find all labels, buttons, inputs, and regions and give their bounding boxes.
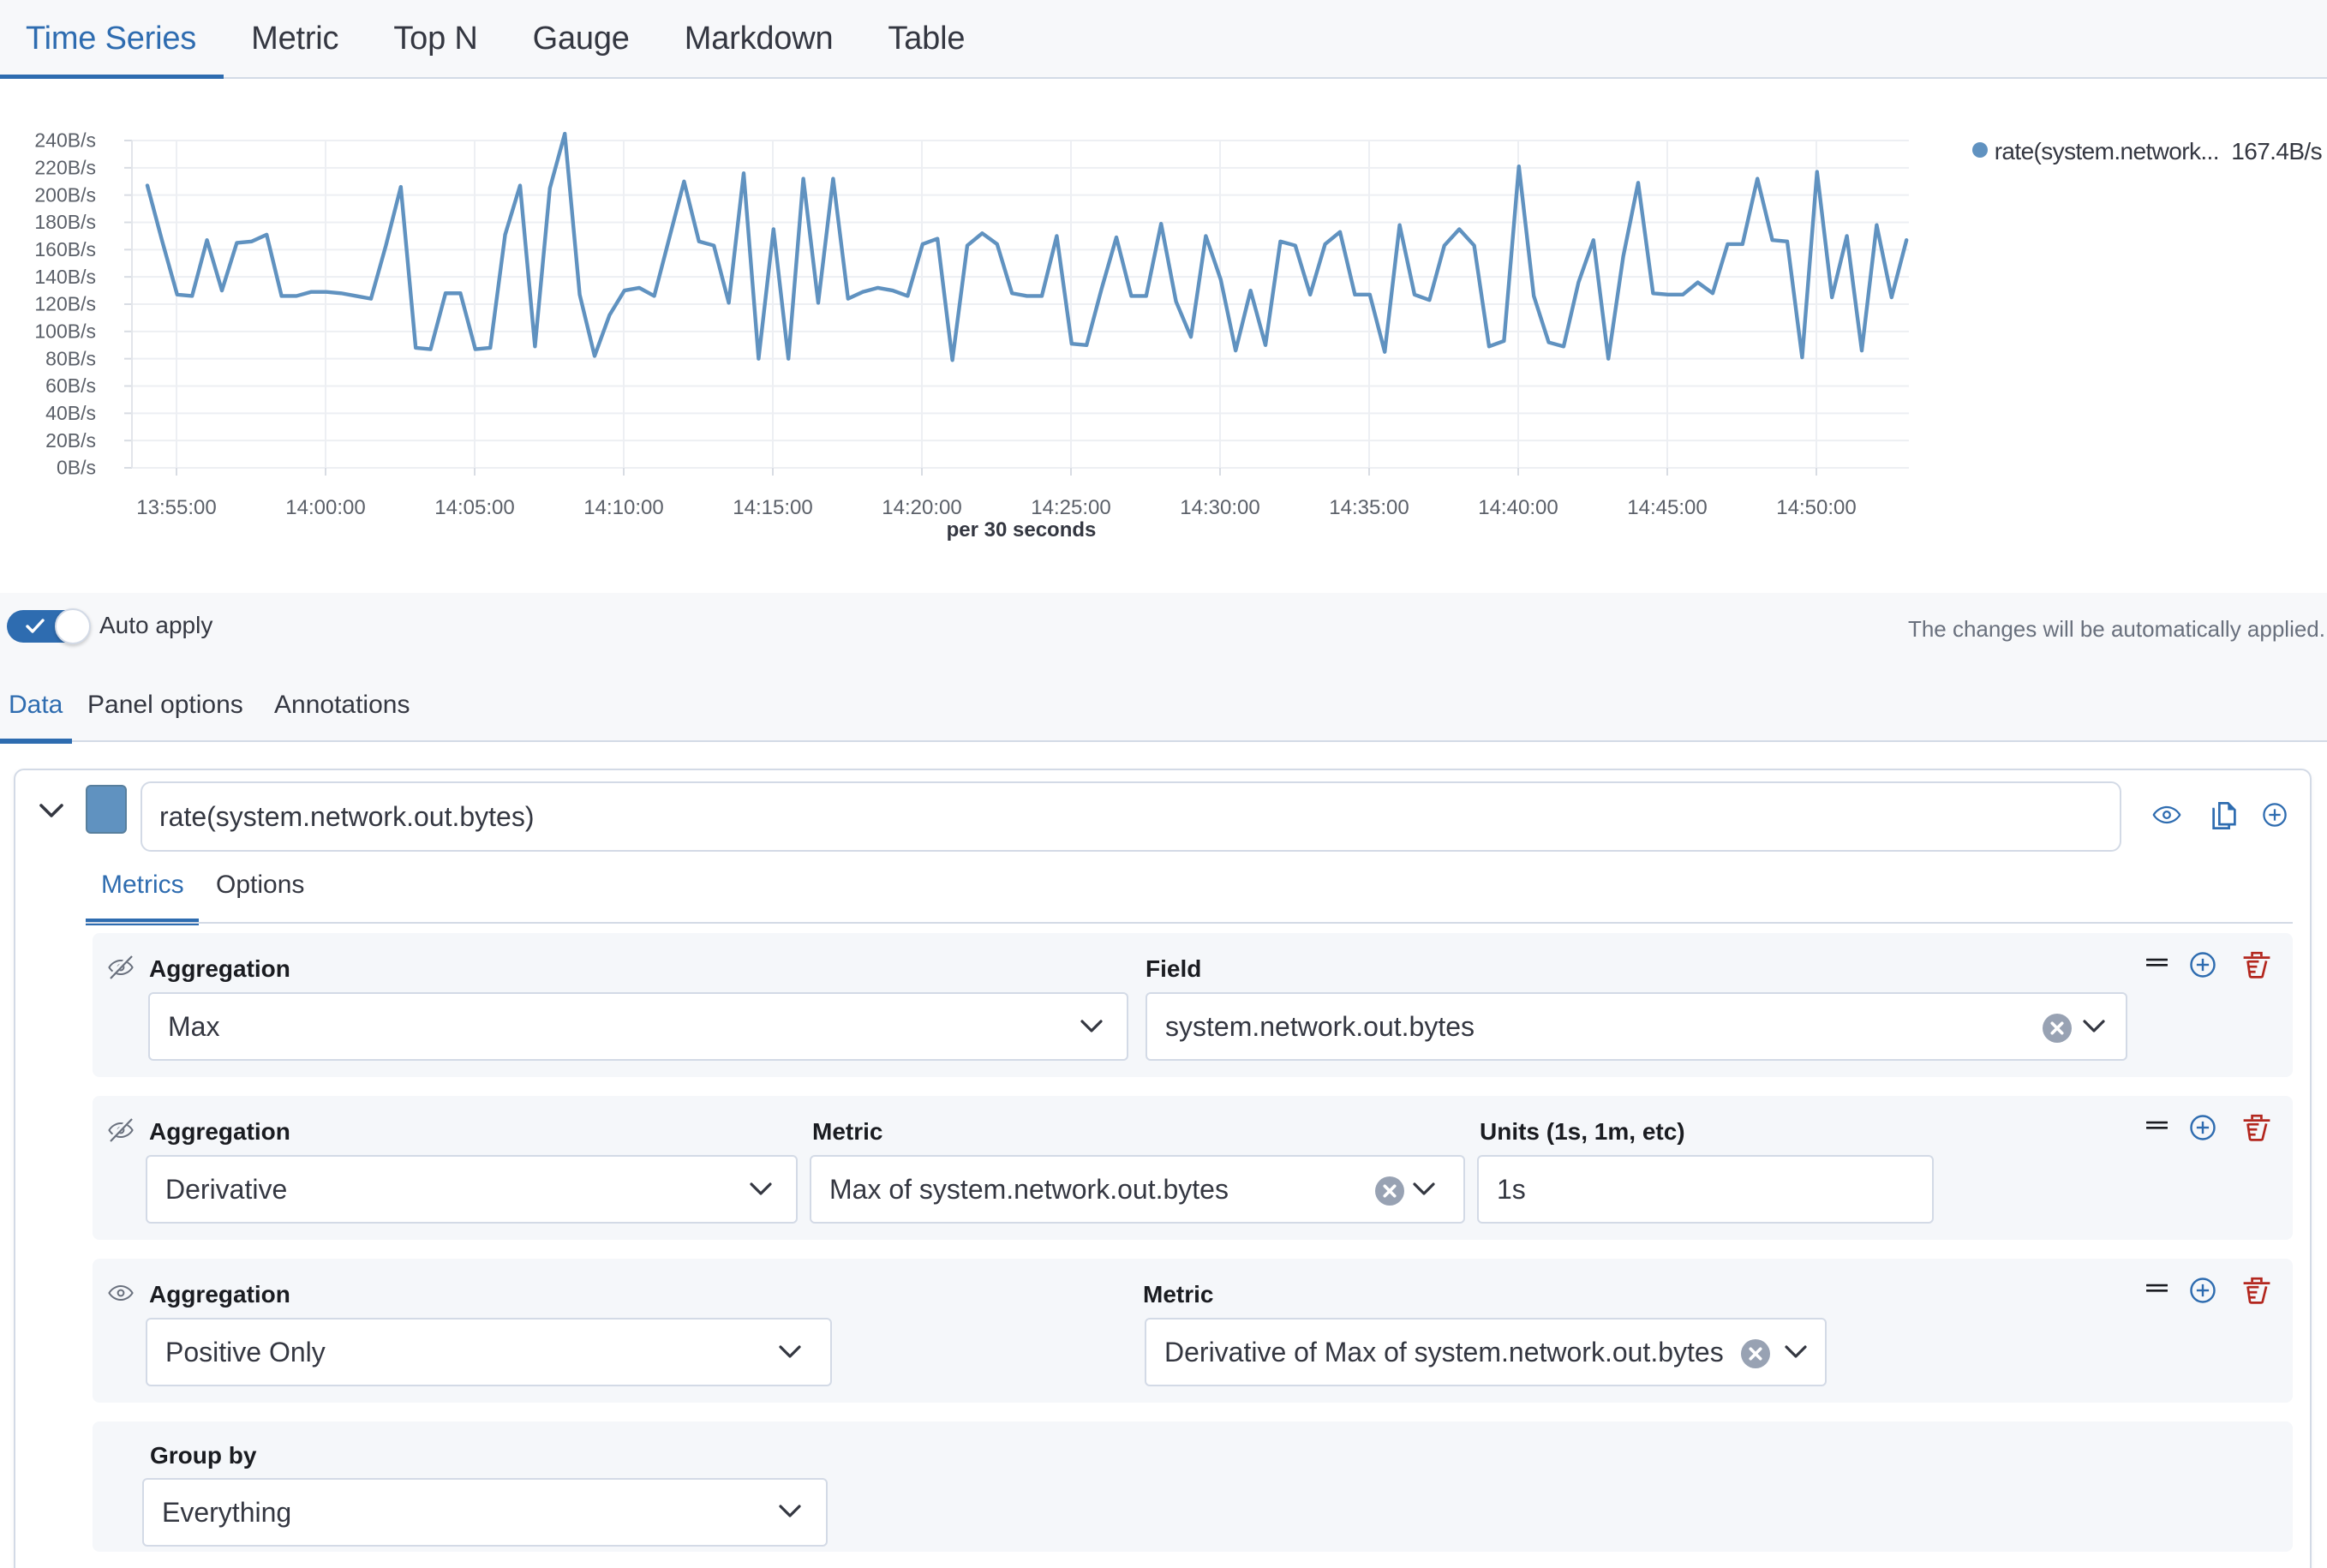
svg-text:14:45:00: 14:45:00 — [1627, 496, 1707, 519]
svg-text:60B/s: 60B/s — [45, 374, 96, 397]
svg-text:14:30:00: 14:30:00 — [1180, 496, 1259, 519]
svg-text:220B/s: 220B/s — [34, 156, 96, 178]
svg-text:14:25:00: 14:25:00 — [1031, 496, 1110, 519]
svg-text:200B/s: 200B/s — [34, 183, 96, 206]
svg-text:20B/s: 20B/s — [45, 429, 96, 452]
svg-text:160B/s: 160B/s — [34, 238, 96, 260]
svg-text:180B/s: 180B/s — [34, 211, 96, 233]
svg-text:240B/s: 240B/s — [34, 129, 96, 152]
svg-text:14:50:00: 14:50:00 — [1776, 496, 1856, 519]
svg-text:140B/s: 140B/s — [34, 266, 96, 288]
svg-text:14:05:00: 14:05:00 — [434, 496, 514, 519]
svg-text:14:20:00: 14:20:00 — [882, 496, 961, 519]
svg-text:14:35:00: 14:35:00 — [1329, 496, 1409, 519]
svg-text:14:10:00: 14:10:00 — [583, 496, 663, 519]
svg-text:0B/s: 0B/s — [57, 457, 96, 479]
svg-text:per 30 seconds: per 30 seconds — [947, 518, 1097, 542]
svg-text:40B/s: 40B/s — [45, 402, 96, 424]
svg-text:100B/s: 100B/s — [34, 320, 96, 342]
svg-text:14:15:00: 14:15:00 — [733, 496, 812, 519]
svg-text:13:55:00: 13:55:00 — [136, 496, 216, 519]
svg-text:14:40:00: 14:40:00 — [1478, 496, 1558, 519]
svg-text:120B/s: 120B/s — [34, 293, 96, 315]
svg-text:14:00:00: 14:00:00 — [285, 496, 365, 519]
svg-text:80B/s: 80B/s — [45, 347, 96, 369]
